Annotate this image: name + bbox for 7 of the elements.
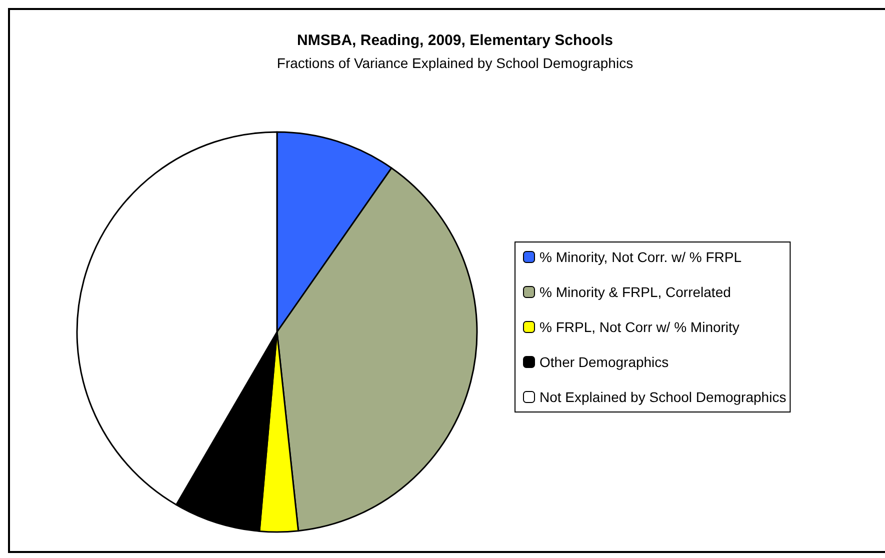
chart-title: NMSBA, Reading, 2009, Elementary Schools <box>297 32 613 49</box>
legend-label: Other Demographics <box>540 354 669 370</box>
legend-label: % Minority & FRPL, Correlated <box>540 284 731 300</box>
legend-label: Not Explained by School Demographics <box>540 389 786 405</box>
chart-subtitle: Fractions of Variance Explained by School Demographics <box>276 55 634 71</box>
legend-label: % FRPL, Not Corr w/ % Minority <box>540 319 740 335</box>
legend-label: % Minority, Not Corr. w/ % FRPL <box>540 249 742 265</box>
